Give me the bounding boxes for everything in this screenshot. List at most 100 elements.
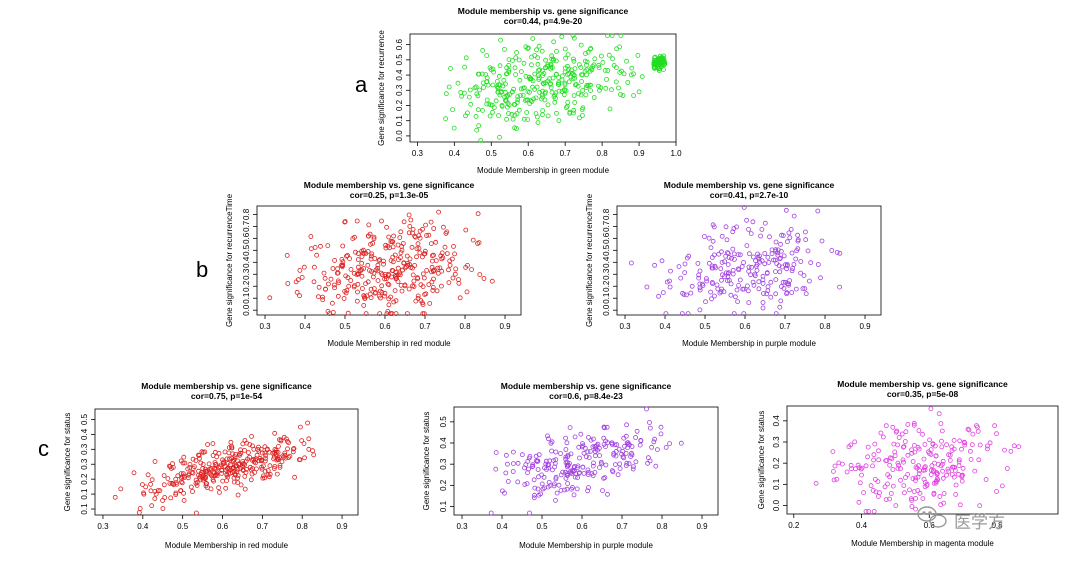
data-point — [573, 471, 579, 477]
data-point — [720, 272, 725, 278]
data-point — [856, 499, 862, 505]
data-point — [928, 447, 934, 453]
data-point — [412, 233, 418, 239]
data-point — [428, 219, 434, 225]
data-point — [469, 267, 475, 273]
data-point — [420, 311, 426, 317]
data-point — [931, 491, 937, 497]
data-point — [149, 477, 155, 483]
data-point — [521, 60, 527, 66]
data-point — [620, 454, 626, 460]
data-point — [731, 251, 737, 257]
data-point — [365, 279, 371, 285]
data-point — [247, 442, 253, 448]
data-point — [306, 446, 312, 452]
data-point — [275, 443, 281, 449]
data-point — [284, 252, 290, 258]
x-tick-label: 0.3 — [456, 522, 468, 531]
data-point — [562, 69, 568, 75]
data-point — [297, 457, 303, 463]
data-point — [536, 43, 542, 49]
data-point — [404, 264, 409, 270]
y-tick-label: 0.4 — [439, 437, 448, 449]
data-point — [398, 250, 404, 256]
data-point — [228, 439, 234, 445]
data-point — [688, 290, 694, 296]
data-point — [571, 58, 577, 64]
data-point — [503, 81, 508, 87]
data-point — [235, 492, 241, 498]
scatter-chart-1: Module membership vs. gene significancec… — [377, 6, 682, 175]
data-point — [907, 487, 912, 493]
data-point — [682, 261, 688, 267]
data-point — [497, 134, 502, 140]
data-point — [476, 123, 482, 129]
data-point — [902, 490, 907, 496]
data-point — [375, 265, 380, 271]
data-point — [735, 266, 741, 272]
data-point — [490, 109, 495, 115]
data-point — [599, 53, 604, 59]
data-point — [647, 420, 652, 425]
data-point — [548, 61, 554, 67]
data-point — [343, 290, 349, 296]
data-point — [369, 251, 375, 257]
data-point — [629, 260, 634, 266]
y-tick-label: 0.2 — [395, 99, 404, 111]
data-point — [487, 113, 493, 119]
data-point — [1002, 447, 1007, 453]
data-point — [430, 287, 436, 293]
data-point — [355, 281, 361, 287]
data-point — [527, 76, 533, 82]
data-point — [519, 452, 525, 458]
data-point — [564, 440, 570, 446]
data-point — [876, 457, 882, 463]
data-point — [310, 448, 316, 454]
data-point — [260, 475, 266, 481]
chart-subtitle: cor=0.75, p=1e-54 — [191, 391, 263, 401]
data-point — [428, 241, 434, 247]
data-point — [940, 475, 946, 481]
x-tick-label: 0.7 — [779, 322, 791, 331]
data-point — [588, 448, 593, 454]
data-point — [939, 444, 945, 450]
data-point — [218, 462, 224, 468]
data-point — [761, 291, 766, 296]
data-point — [299, 438, 305, 444]
data-point — [596, 65, 602, 71]
data-point — [725, 278, 730, 284]
data-point — [624, 460, 630, 466]
data-point — [723, 270, 729, 276]
data-point — [178, 458, 184, 464]
data-point — [887, 462, 893, 468]
data-point — [756, 279, 762, 285]
data-point — [505, 478, 511, 484]
data-point — [540, 80, 546, 86]
data-point — [513, 72, 518, 77]
data-point — [530, 464, 535, 470]
data-point — [332, 285, 338, 291]
data-point — [390, 244, 396, 250]
data-point — [910, 476, 916, 482]
data-point — [342, 219, 348, 224]
data-point — [534, 47, 539, 53]
x-tick-label: 0.3 — [97, 522, 109, 531]
data-point — [481, 85, 486, 90]
data-point — [386, 302, 392, 308]
data-point — [890, 467, 896, 472]
data-point — [257, 455, 263, 461]
data-point — [455, 80, 461, 86]
data-point — [359, 254, 365, 260]
data-point — [200, 477, 206, 483]
data-point — [905, 421, 911, 427]
data-point — [725, 262, 731, 268]
data-point — [435, 270, 441, 276]
data-point — [1011, 443, 1017, 449]
data-point — [898, 477, 903, 483]
data-point — [663, 311, 669, 317]
data-point — [631, 464, 636, 470]
data-point — [872, 441, 878, 447]
x-tick-label: 0.4 — [449, 149, 461, 158]
data-point — [599, 461, 604, 467]
x-tick-label: 0.4 — [856, 521, 868, 530]
